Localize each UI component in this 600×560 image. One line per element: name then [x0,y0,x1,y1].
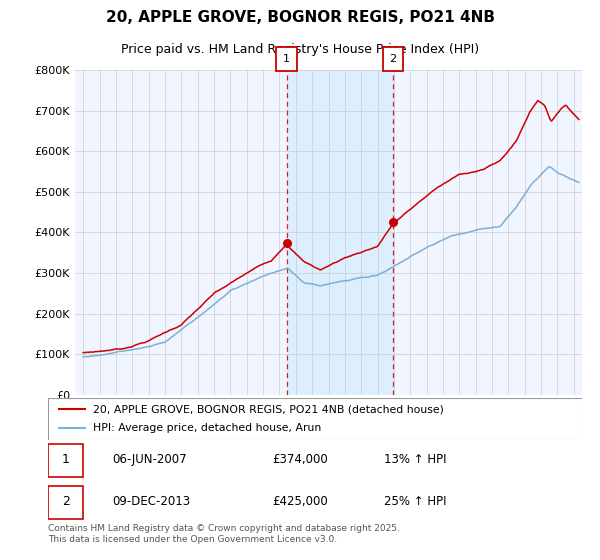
FancyBboxPatch shape [277,47,297,72]
Text: 06-JUN-2007: 06-JUN-2007 [112,454,187,466]
Bar [48,444,83,477]
Text: £425,000: £425,000 [272,496,328,508]
Text: 13% ↑ HPI: 13% ↑ HPI [385,454,447,466]
Text: 2: 2 [389,54,397,64]
Text: 09-DEC-2013: 09-DEC-2013 [112,496,190,508]
Text: 20, APPLE GROVE, BOGNOR REGIS, PO21 4NB: 20, APPLE GROVE, BOGNOR REGIS, PO21 4NB [106,11,494,26]
Text: 20, APPLE GROVE, BOGNOR REGIS, PO21 4NB (detached house): 20, APPLE GROVE, BOGNOR REGIS, PO21 4NB … [94,404,444,414]
FancyBboxPatch shape [383,47,403,72]
Text: 1: 1 [62,454,70,466]
Text: Contains HM Land Registry data © Crown copyright and database right 2025.
This d: Contains HM Land Registry data © Crown c… [48,524,400,544]
Bar [48,486,83,519]
Text: Price paid vs. HM Land Registry's House Price Index (HPI): Price paid vs. HM Land Registry's House … [121,44,479,57]
Text: 1: 1 [283,54,290,64]
Text: 25% ↑ HPI: 25% ↑ HPI [385,496,447,508]
Text: £374,000: £374,000 [272,454,328,466]
Bar [287,70,393,395]
Text: 2: 2 [62,496,70,508]
Text: HPI: Average price, detached house, Arun: HPI: Average price, detached house, Arun [94,423,322,433]
